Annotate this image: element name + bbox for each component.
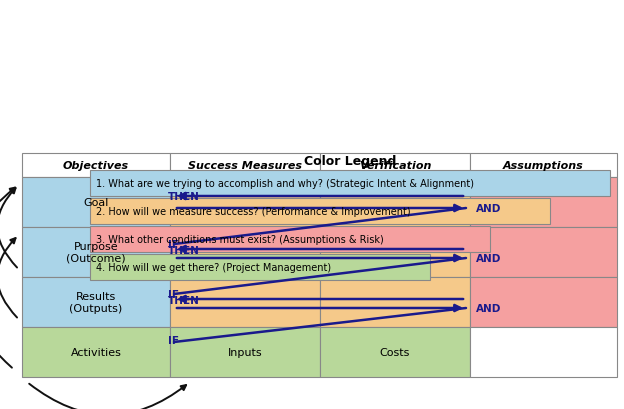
Text: AND: AND xyxy=(476,204,501,213)
Bar xyxy=(470,277,617,327)
Bar xyxy=(90,227,490,252)
Text: 4. How will we get there? (Project Management): 4. How will we get there? (Project Manag… xyxy=(96,262,331,272)
Text: AND: AND xyxy=(476,254,501,263)
Bar xyxy=(470,154,617,178)
Bar xyxy=(470,178,617,227)
Bar xyxy=(320,154,470,178)
Text: Assumptions: Assumptions xyxy=(503,161,584,171)
Text: Purpose
(Outcome): Purpose (Outcome) xyxy=(66,242,126,263)
Bar xyxy=(22,178,170,227)
Text: AND: AND xyxy=(476,303,501,313)
Text: 1. What are we trying to accomplish and why? (Strategic Intent & Alignment): 1. What are we trying to accomplish and … xyxy=(96,179,474,189)
Text: IF: IF xyxy=(168,239,179,249)
Bar xyxy=(170,178,320,227)
Bar xyxy=(320,327,470,377)
Text: Goal: Goal xyxy=(84,198,109,207)
Bar xyxy=(470,227,617,277)
Text: Inputs: Inputs xyxy=(228,347,262,357)
Text: IF: IF xyxy=(168,335,179,345)
Bar xyxy=(22,277,170,327)
Bar xyxy=(320,227,470,277)
Bar xyxy=(22,327,170,377)
Bar xyxy=(22,227,170,277)
Bar xyxy=(470,327,617,377)
Text: Activities: Activities xyxy=(71,347,122,357)
Bar xyxy=(170,154,320,178)
Text: THEN: THEN xyxy=(168,245,200,255)
Bar xyxy=(90,171,610,196)
Bar xyxy=(170,277,320,327)
Text: Costs: Costs xyxy=(380,347,410,357)
Text: 2. How will we measure success? (Performance & Improvement): 2. How will we measure success? (Perform… xyxy=(96,207,411,216)
Bar xyxy=(170,327,320,377)
Text: THEN: THEN xyxy=(168,295,200,305)
Bar xyxy=(90,198,550,225)
Bar xyxy=(170,227,320,277)
Text: THEN: THEN xyxy=(168,191,200,202)
Bar xyxy=(22,154,170,178)
Text: IF: IF xyxy=(168,289,179,299)
Bar xyxy=(90,254,430,280)
Text: Objectives: Objectives xyxy=(63,161,129,171)
Text: Results
(Outputs): Results (Outputs) xyxy=(69,292,123,313)
Text: Success Measures: Success Measures xyxy=(188,161,302,171)
Text: Verification: Verification xyxy=(359,161,431,171)
Bar xyxy=(320,277,470,327)
Bar xyxy=(320,178,470,227)
Text: Color Legend: Color Legend xyxy=(304,155,396,168)
Text: 3. What other conditions must exist? (Assumptions & Risk): 3. What other conditions must exist? (As… xyxy=(96,234,384,245)
